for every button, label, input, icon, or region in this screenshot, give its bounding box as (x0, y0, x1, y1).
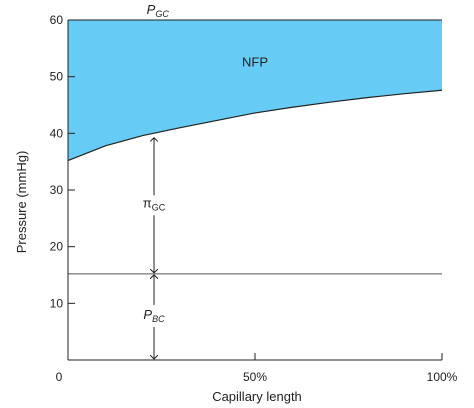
pigc-label: πGC (143, 195, 166, 212)
x-tick-label: 50% (243, 370, 267, 384)
y-tick-label: 20 (50, 240, 64, 254)
y-axis-title: Pressure (mmHg) (14, 151, 29, 254)
x-tick-label: 100% (427, 370, 458, 384)
x-tick-label: 0 (56, 370, 63, 384)
y-ticks: 10 20 30 40 50 60 (50, 13, 75, 310)
nfp-label: NFP (242, 55, 268, 70)
y-tick-label: 50 (50, 70, 64, 84)
x-ticks: 0 50% 100% (56, 353, 458, 384)
x-axis-title: Capillary length (212, 389, 302, 404)
y-tick-label: 60 (50, 13, 64, 27)
pigc-label-bg (142, 195, 171, 216)
nfp-area (68, 20, 442, 161)
pbc-label: PBC (143, 307, 165, 324)
pbc-label-bg (142, 304, 171, 327)
pgc-label: PGC (147, 2, 170, 19)
y-tick-label: 10 (50, 296, 64, 310)
y-tick-label: 40 (50, 126, 64, 140)
pigc-curve (67, 89, 443, 162)
y-tick-label: 30 (50, 183, 64, 197)
